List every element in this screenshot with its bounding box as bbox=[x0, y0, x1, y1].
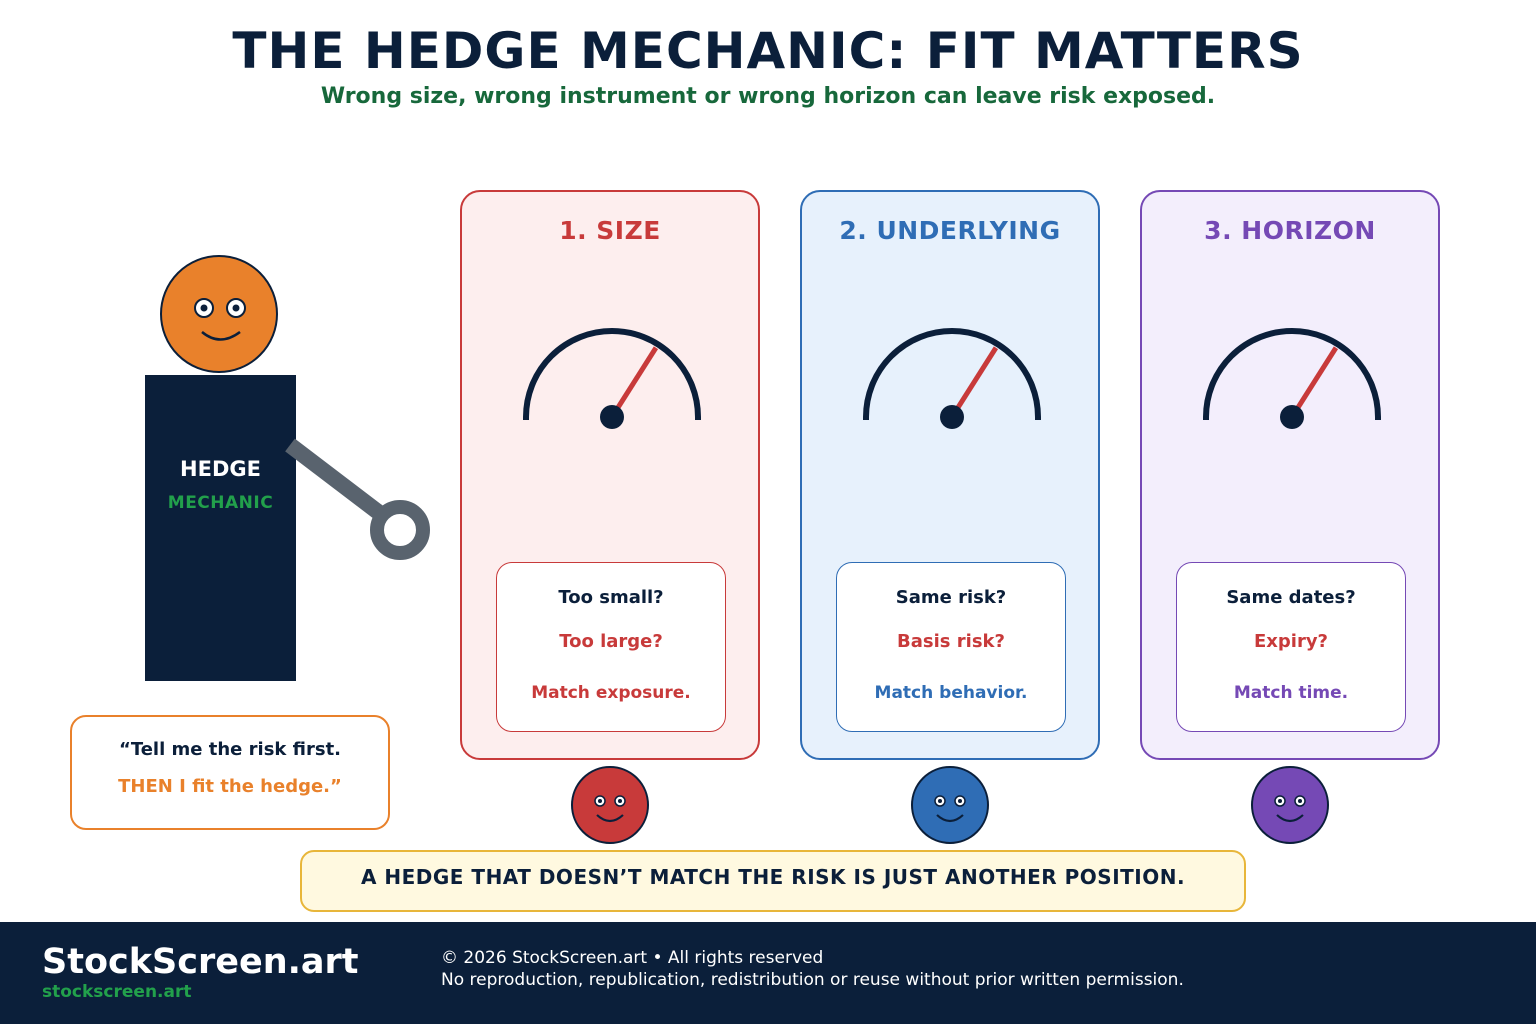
question-2: Basis risk? bbox=[897, 631, 1005, 652]
face-pupil bbox=[1278, 799, 1282, 803]
gauge-icon bbox=[863, 328, 1041, 429]
face-head bbox=[911, 766, 989, 844]
gauge-needle bbox=[609, 346, 659, 419]
card-size: 1. SIZE Too small? Too large? Match expo… bbox=[460, 190, 760, 760]
mechanic-speech-bubble: “Tell me the risk first. THEN I fit the … bbox=[70, 715, 390, 830]
question-box: Same dates? Expiry? Match time. bbox=[1176, 562, 1406, 732]
face-pupil bbox=[618, 799, 622, 803]
footer: StockScreen.art stockscreen.art © 2026 S… bbox=[0, 922, 1536, 1024]
card-title: 2. UNDERLYING bbox=[839, 216, 1061, 245]
match-guideline: Match time. bbox=[1233, 683, 1349, 703]
speech-line-2: THEN I fit the hedge.” bbox=[118, 776, 342, 797]
wrench-icon bbox=[285, 438, 430, 560]
question-2: Too large? bbox=[559, 631, 663, 652]
card-underlying: 2. UNDERLYING Same risk? Basis risk? Mat… bbox=[800, 190, 1100, 760]
face-head bbox=[1251, 766, 1329, 844]
footer-notice: No reproduction, republication, redistri… bbox=[441, 970, 1184, 990]
question-2: Expiry? bbox=[1253, 631, 1328, 652]
gauge-arc bbox=[523, 328, 701, 420]
page-title: THE HEDGE MECHANIC: FIT MATTERS bbox=[232, 22, 1304, 80]
match-guideline: Match behavior. bbox=[874, 683, 1028, 703]
gauge-hub bbox=[1280, 405, 1304, 429]
mechanic-label-hedge: HEDGE bbox=[180, 457, 261, 481]
face-mouth bbox=[596, 814, 624, 823]
face-pupil bbox=[598, 799, 602, 803]
mechanic-face-icon bbox=[194, 298, 246, 341]
mechanic-head bbox=[160, 255, 278, 373]
footer-copyright: © 2026 StockScreen.art • All rights rese… bbox=[441, 948, 824, 968]
face-mouth bbox=[1276, 814, 1304, 823]
question-1: Same risk? bbox=[895, 587, 1007, 608]
gauge-needle bbox=[949, 346, 999, 419]
gauge-icon bbox=[523, 328, 701, 429]
gauge-arc bbox=[863, 328, 1041, 420]
question-box: Same risk? Basis risk? Match behavior. bbox=[836, 562, 1066, 732]
gauge-hub bbox=[600, 405, 624, 429]
card-title: 1. SIZE bbox=[559, 216, 661, 245]
gauge-needle bbox=[1289, 346, 1339, 419]
smiley-face-icon bbox=[1251, 766, 1329, 844]
smiley-face-icon bbox=[911, 766, 989, 844]
page-subtitle: Wrong size, wrong instrument or wrong ho… bbox=[320, 84, 1216, 109]
takeaway-banner: A HEDGE THAT DOESN’T MATCH THE RISK IS J… bbox=[300, 850, 1246, 912]
match-guideline: Match exposure. bbox=[531, 683, 691, 703]
gauge-icon bbox=[1203, 328, 1381, 429]
footer-brand: StockScreen.art bbox=[42, 942, 359, 982]
face-pupil bbox=[938, 799, 942, 803]
smiley-face-icon bbox=[571, 766, 649, 844]
takeaway-text: A HEDGE THAT DOESN’T MATCH THE RISK IS J… bbox=[360, 865, 1186, 889]
speech-line-1: “Tell me the risk first. bbox=[118, 739, 342, 760]
gauge-arc bbox=[1203, 328, 1381, 420]
mechanic-body: HEDGE MECHANIC bbox=[145, 375, 296, 681]
gauge-hub bbox=[940, 405, 964, 429]
card-title: 3. HORIZON bbox=[1204, 216, 1376, 245]
mechanic-label-mechanic: MECHANIC bbox=[167, 493, 274, 513]
card-horizon: 3. HORIZON Same dates? Expiry? Match tim… bbox=[1140, 190, 1440, 760]
question-1: Too small? bbox=[558, 587, 664, 608]
face-head bbox=[571, 766, 649, 844]
footer-url: stockscreen.art bbox=[42, 982, 192, 1002]
face-pupil bbox=[958, 799, 962, 803]
question-box: Too small? Too large? Match exposure. bbox=[496, 562, 726, 732]
question-1: Same dates? bbox=[1226, 587, 1356, 608]
face-mouth bbox=[936, 814, 964, 823]
face-pupil bbox=[1298, 799, 1302, 803]
